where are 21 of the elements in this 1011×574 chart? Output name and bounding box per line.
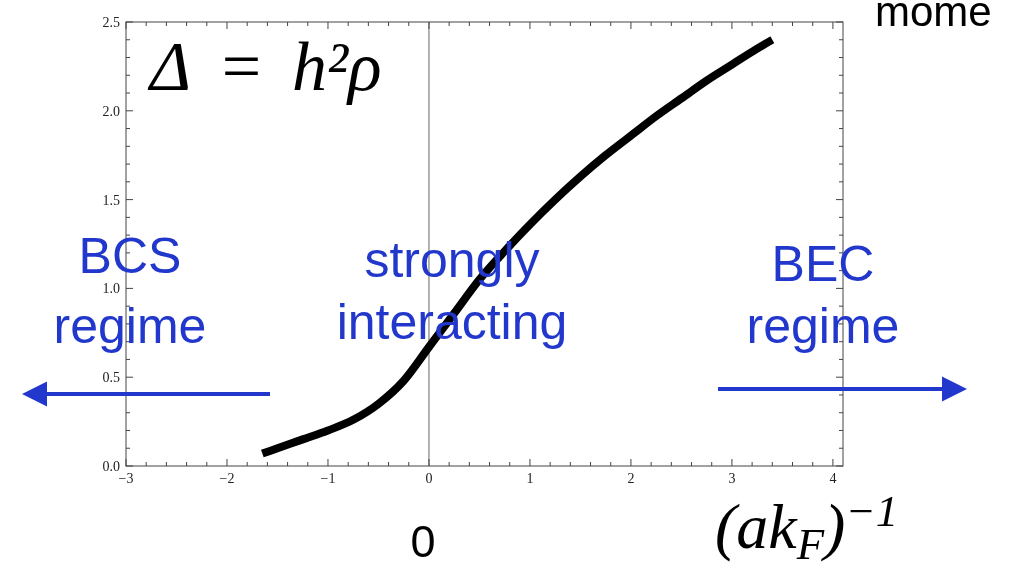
x-tick-label: 3 xyxy=(728,471,736,486)
y-tick-label: 2.5 xyxy=(102,14,120,30)
x-tick-label: 1 xyxy=(526,471,534,486)
annotation: BCS xyxy=(78,228,182,284)
x-tick-label: 2 xyxy=(627,471,635,486)
annotation: regime xyxy=(53,298,207,354)
y-tick-label: 1.0 xyxy=(102,281,120,297)
x-tick-label: −2 xyxy=(219,471,235,486)
text: mome xyxy=(875,0,992,35)
text: 0 xyxy=(410,516,436,567)
x-tick-label: −1 xyxy=(320,471,336,486)
x-axis-title: (ak$_{F}$)$^{−1}$ xyxy=(715,485,899,570)
annotation: BEC regime xyxy=(746,236,900,354)
x-tick-label: 0 xyxy=(425,471,433,486)
x-tick-label: 4 xyxy=(829,471,837,486)
annotation: Δ = h²ρ xyxy=(147,28,382,105)
x-tick-label: −3 xyxy=(118,471,134,486)
y-tick-label: 2.0 xyxy=(102,103,120,119)
y-tick-label: 0.0 xyxy=(102,458,120,474)
y-tick-label: 1.5 xyxy=(102,192,120,208)
y-tick-label: 0.5 xyxy=(102,370,120,386)
